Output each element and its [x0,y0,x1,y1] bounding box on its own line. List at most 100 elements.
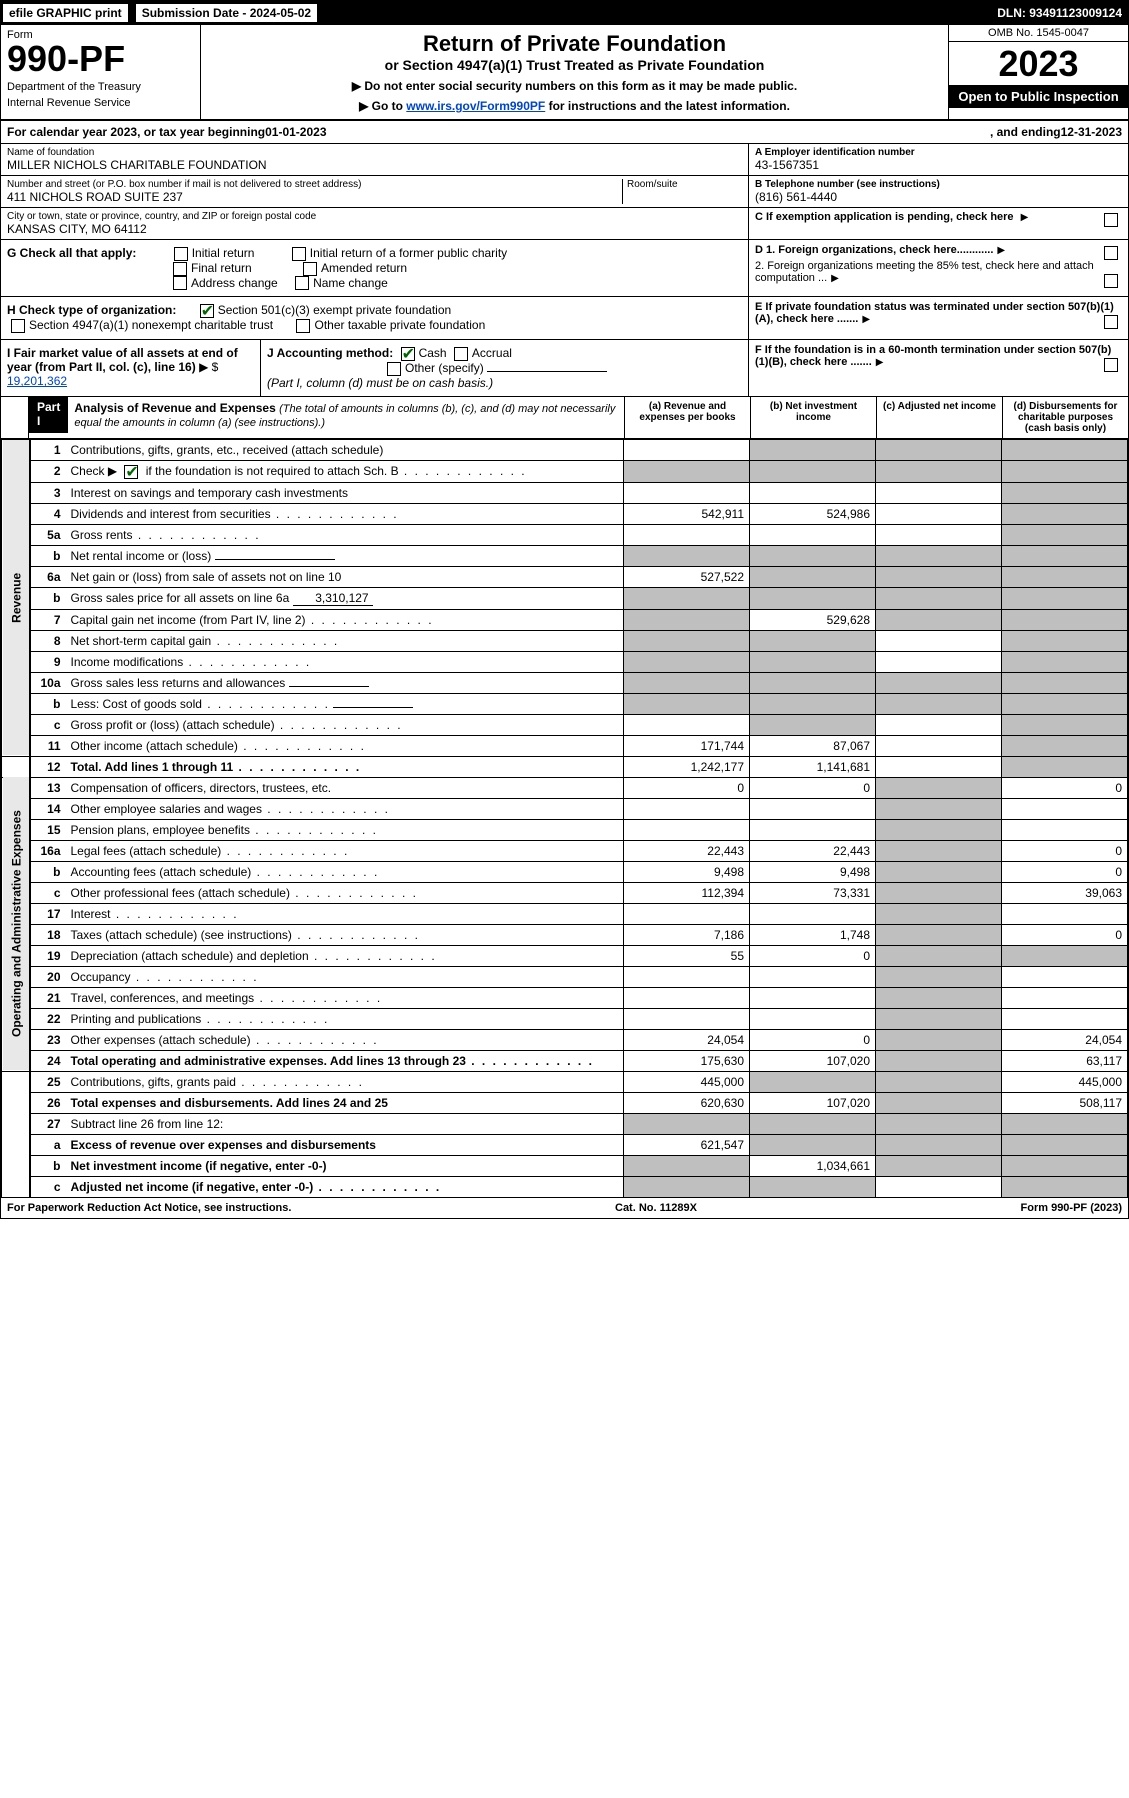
row-1-desc: Contributions, gifts, grants, etc., rece… [66,439,624,460]
row-24-desc: Total operating and administrative expen… [66,1050,624,1071]
expenses-side-label: Operating and Administrative Expenses [2,777,30,1071]
row-24-b: 107,020 [750,1050,876,1071]
g-initial-former-checkbox[interactable] [292,247,306,261]
row-2-checkbox[interactable] [124,465,138,479]
dln-label: DLN: 93491123009124 [991,4,1128,22]
part-i-table: Revenue 1Contributions, gifts, grants, e… [1,439,1128,1198]
revenue-side-label: Revenue [2,439,30,756]
row-26-b: 107,020 [750,1092,876,1113]
arrow-icon [1021,211,1029,223]
j-label: J Accounting method: [267,346,393,360]
h-4947: Section 4947(a)(1) nonexempt charitable … [29,318,273,332]
row-16c-d: 39,063 [1002,882,1128,903]
top-bar: efile GRAPHIC print Submission Date - 20… [1,1,1128,25]
box-d: D 1. Foreign organizations, check here..… [748,240,1128,296]
f-checkbox[interactable] [1104,358,1118,372]
g-amended-checkbox[interactable] [303,262,317,276]
row-18-b: 1,748 [750,924,876,945]
row-12-desc: Total. Add lines 1 through 11 [66,756,624,777]
g-name-checkbox[interactable] [295,276,309,290]
ij-block: I Fair market value of all assets at end… [1,340,748,396]
row-19-desc: Depreciation (attach schedule) and deple… [66,945,624,966]
phone-label: B Telephone number (see instructions) [755,179,1122,190]
row-23-d: 24,054 [1002,1029,1128,1050]
h-4947-checkbox[interactable] [11,319,25,333]
instr2-pre: ▶ Go to [359,99,406,113]
irs-label: Internal Revenue Service [7,97,194,109]
g-initial-checkbox[interactable] [174,247,188,261]
cal-begin: 01-01-2023 [265,125,326,139]
e-checkbox[interactable] [1104,315,1118,329]
row-6b-val: 3,310,127 [293,591,373,606]
j-note: (Part I, column (d) must be on cash basi… [267,376,493,390]
row-11-b: 87,067 [750,735,876,756]
row-26-desc: Total expenses and disbursements. Add li… [66,1092,624,1113]
row-22-desc: Printing and publications [66,1008,624,1029]
header-left: Form 990-PF Department of the Treasury I… [1,25,201,119]
row-12-b: 1,141,681 [750,756,876,777]
room-label: Room/suite [627,179,742,190]
instructions-link[interactable]: www.irs.gov/Form990PF [406,99,545,113]
g-label: G Check all that apply: [7,246,136,260]
row-16b-b: 9,498 [750,861,876,882]
arrow-icon [831,272,839,284]
box-h: H Check type of organization: Section 50… [1,297,748,339]
j-accrual-checkbox[interactable] [454,347,468,361]
row-27-desc: Subtract line 26 from line 12: [66,1113,624,1134]
j-other-checkbox[interactable] [387,362,401,376]
footer-right: Form 990-PF (2023) [1021,1202,1122,1214]
j-cash-checkbox[interactable] [401,347,415,361]
g-initial-former: Initial return of a former public charit… [310,246,507,260]
g-addr: Address change [191,276,278,290]
row-17-desc: Interest [66,903,624,924]
ein-field: A Employer identification number 43-1567… [749,144,1128,176]
box-c-field: C If exemption application is pending, c… [749,208,1128,226]
ein-label: A Employer identification number [755,147,1122,158]
ijf-row: I Fair market value of all assets at end… [1,340,1128,397]
d2-checkbox[interactable] [1104,274,1118,288]
g-name: Name change [313,276,388,290]
row-27a-desc: Excess of revenue over expenses and disb… [66,1134,624,1155]
d1-checkbox[interactable] [1104,246,1118,260]
foundation-name-field: Name of foundation MILLER NICHOLS CHARIT… [1,144,748,176]
row-16a-d: 0 [1002,840,1128,861]
row-18-a: 7,186 [624,924,750,945]
col-d-header: (d) Disbursements for charitable purpose… [1002,397,1128,438]
row-27b-desc: Net investment income (if negative, ente… [66,1155,624,1176]
row-14-desc: Other employee salaries and wages [66,798,624,819]
addr-label: Number and street (or P.O. box number if… [7,179,622,190]
addr-value: 411 NICHOLS ROAD SUITE 237 [7,190,622,204]
submission-date: Submission Date - 2024-05-02 [136,4,317,22]
row-6b-desc: Gross sales price for all assets on line… [66,587,624,609]
phone-value: (816) 561-4440 [755,190,1122,204]
box-g: G Check all that apply: Initial return I… [1,240,748,296]
i-value[interactable]: 19,201,362 [7,374,67,388]
row-5a-desc: Gross rents [66,524,624,545]
footer-mid: Cat. No. 11289X [291,1202,1020,1214]
row-10b-desc: Less: Cost of goods sold [66,693,624,714]
form-subtitle: or Section 4947(a)(1) Trust Treated as P… [207,57,942,73]
h-e-row: H Check type of organization: Section 50… [1,297,1128,340]
row-27a-a: 621,547 [624,1134,750,1155]
row-19-a: 55 [624,945,750,966]
row-11-desc: Other income (attach schedule) [66,735,624,756]
h-other-checkbox[interactable] [296,319,310,333]
h-501-checkbox[interactable] [200,304,214,318]
row-24-a: 175,630 [624,1050,750,1071]
box-f: F If the foundation is in a 60-month ter… [748,340,1128,396]
row-6a-desc: Net gain or (loss) from sale of assets n… [66,566,624,587]
g-final-checkbox[interactable] [173,262,187,276]
row-12-a: 1,242,177 [624,756,750,777]
row-23-a: 24,054 [624,1029,750,1050]
row-6a-a: 527,522 [624,566,750,587]
g-addr-checkbox[interactable] [173,276,187,290]
address-field: Number and street (or P.O. box number if… [1,176,748,208]
arrow-icon [862,313,870,325]
box-c-label: C If exemption application is pending, c… [755,211,1014,223]
g-final: Final return [191,261,252,275]
g-amended: Amended return [321,261,407,275]
efile-label[interactable]: efile GRAPHIC print [3,4,128,22]
box-c-checkbox[interactable] [1104,213,1118,227]
row-9-desc: Income modifications [66,651,624,672]
row-13-a: 0 [624,777,750,798]
